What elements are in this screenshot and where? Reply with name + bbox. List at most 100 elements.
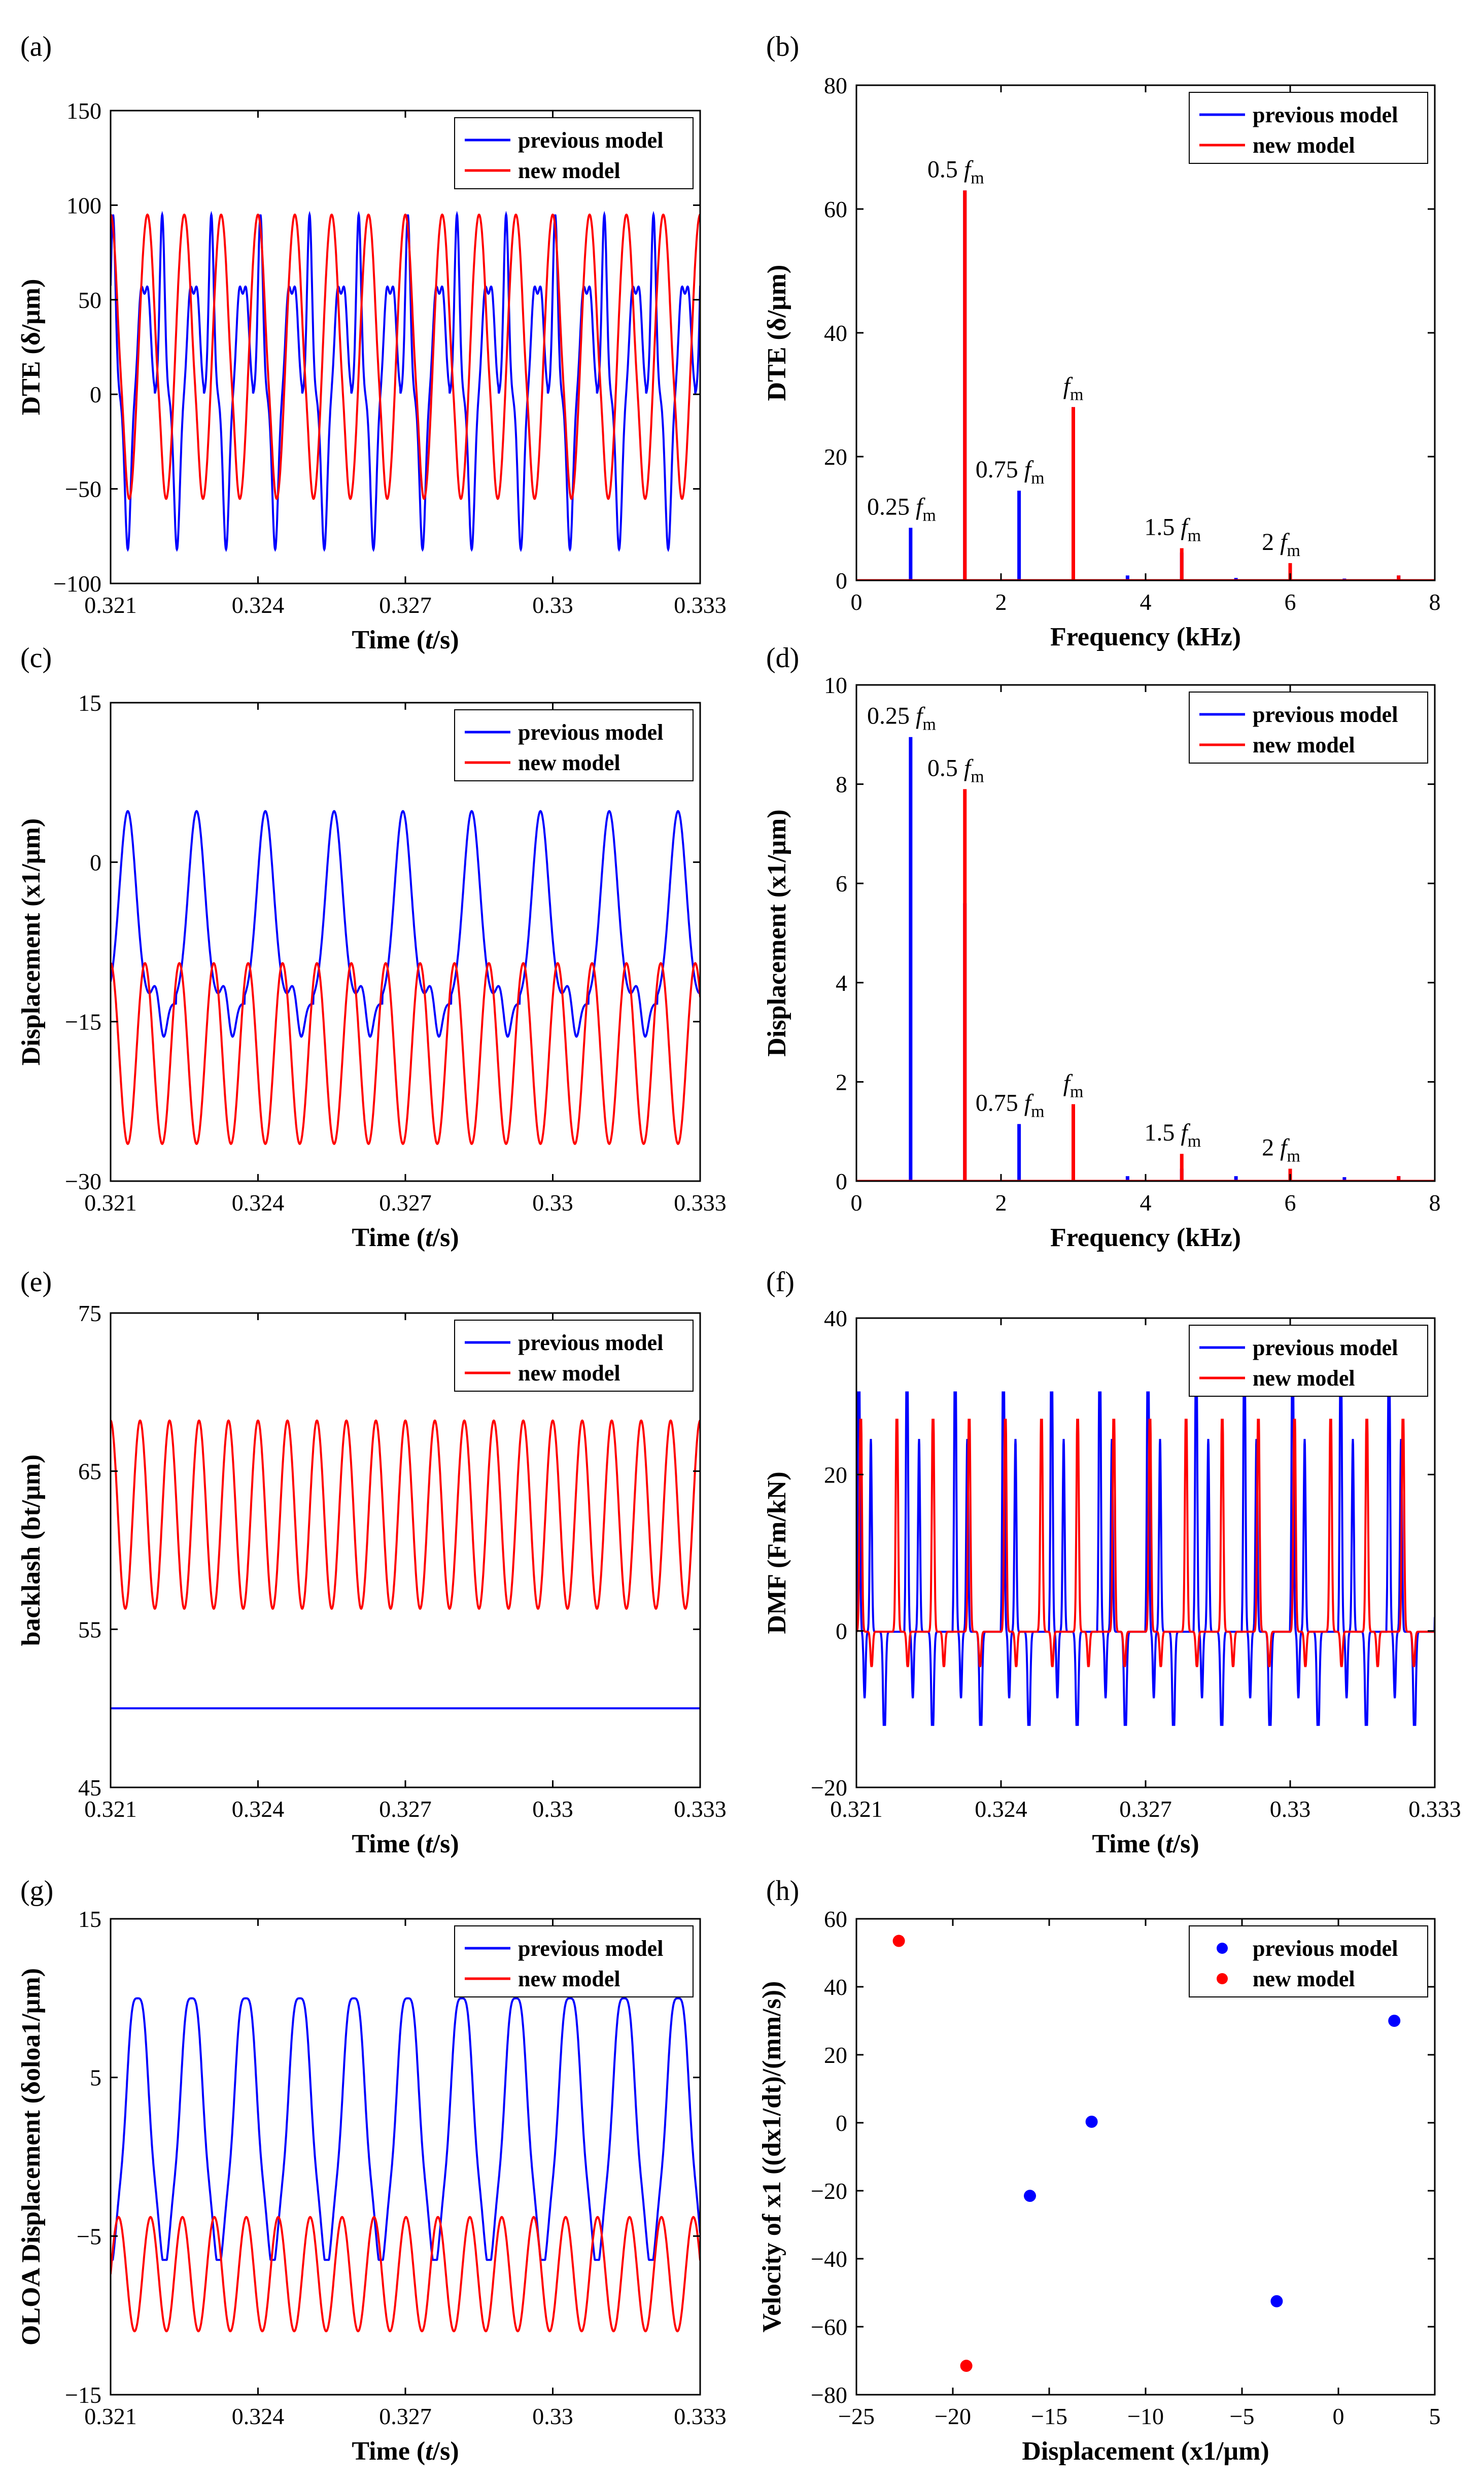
scatter-point xyxy=(960,2360,973,2372)
panel-label: (g) xyxy=(20,1875,53,1907)
x-tick-label: 2 xyxy=(995,1190,1007,1216)
x-tick-label: 5 xyxy=(1429,2403,1441,2429)
x-label-part: /s) xyxy=(432,1830,459,1858)
y-tick-label: 4 xyxy=(836,970,847,996)
x-tick-label: 8 xyxy=(1429,1190,1441,1216)
annotation-sub: m xyxy=(922,506,936,525)
series-line-new-model xyxy=(111,962,700,1145)
y-axis-label: DTE (δ/μm) xyxy=(763,265,791,401)
legend: previous model new model xyxy=(1189,1325,1428,1397)
panel-label: (c) xyxy=(20,642,52,674)
legend-box xyxy=(454,117,694,189)
x-tick-label: 8 xyxy=(1429,589,1441,615)
annotation-coef: 1.5 xyxy=(1144,1119,1181,1146)
legend: previous model new model xyxy=(1189,92,1428,164)
annotation-sub: m xyxy=(1031,469,1044,488)
panel-d: (d) 0.25 fm 0.5 fm 0.75 fm fm 1.5 fm 2 fm 0 2 4 6 8… xyxy=(763,642,1441,1252)
x-axis-label: Time (t/s) xyxy=(352,2437,459,2466)
legend-label: previous model xyxy=(1253,1335,1398,1360)
x-tick-label: 0.327 xyxy=(379,2403,432,2429)
data-layer xyxy=(111,1419,700,1710)
series-line-new-model xyxy=(856,1419,1435,1667)
data-layer xyxy=(111,810,700,1145)
data-layer xyxy=(111,1997,700,2332)
x-label-var: t xyxy=(425,1830,433,1858)
y-tick-label: 0 xyxy=(836,568,847,594)
series-line-previous-model xyxy=(856,1391,1435,1726)
x-tick-label: 0.327 xyxy=(379,1190,432,1216)
annotation-coef: 2 xyxy=(1262,529,1280,556)
x-tick-label: 0.324 xyxy=(232,592,285,618)
x-tick-label: −20 xyxy=(935,2403,971,2429)
legend-label: new model xyxy=(518,750,620,775)
legend: previous model new model xyxy=(1189,1925,1428,1997)
x-tick-label: 0 xyxy=(851,1190,862,1216)
annotation-coef: 0.5 xyxy=(927,156,964,183)
y-tick-label: 20 xyxy=(824,1462,847,1488)
y-tick-label: −50 xyxy=(65,476,101,502)
legend: previous model new model xyxy=(454,1320,694,1392)
panel-h: (h) −25 −20 −15 −10 −5 0 5 −80 −60 −40 −20 0 20 40 60 Di… xyxy=(757,1875,1441,2466)
x-tick-label: 0.324 xyxy=(232,2403,285,2429)
legend-box xyxy=(454,1925,694,1997)
legend-box xyxy=(454,1320,694,1392)
x-tick-label: 0.321 xyxy=(84,1796,137,1822)
x-axis-label: Frequency (kHz) xyxy=(1050,623,1241,651)
peak-annotation: 0.5 fm xyxy=(927,156,984,187)
peak-annotation: 2 fm xyxy=(1262,1134,1300,1166)
y-tick-label: 5 xyxy=(90,2065,101,2091)
x-tick-label: 0.333 xyxy=(674,2403,727,2429)
x-tick-label: 0.327 xyxy=(379,592,432,618)
y-tick-label: 15 xyxy=(78,1906,101,1932)
x-tick-label: 0.33 xyxy=(532,2403,573,2429)
y-tick-label: 150 xyxy=(66,98,101,124)
y-axis-label: DTE (δ/μm) xyxy=(17,279,46,416)
panel-b: (b) 0.25 fm 0.5 fm 0.75 fm fm 1.5 fm 2 fm 0 2 4 6 8… xyxy=(763,31,1441,651)
series-line-new-model xyxy=(111,1419,700,1610)
data-layer xyxy=(111,211,700,553)
panel-label: (b) xyxy=(766,31,799,62)
legend-label: new model xyxy=(518,158,620,183)
x-tick-label: 0.333 xyxy=(674,592,727,618)
x-tick-label: 0.321 xyxy=(84,1190,137,1216)
peak-annotation: 0.75 fm xyxy=(976,456,1045,488)
legend-box xyxy=(454,709,694,781)
annotation-coef: 0.25 xyxy=(867,493,916,520)
x-tick-label: 0.324 xyxy=(975,1796,1027,1822)
y-axis-label: backlash (bt/μm) xyxy=(17,1455,46,1646)
x-tick-label: 0.33 xyxy=(1270,1796,1311,1822)
x-axis-label: Time (t/s) xyxy=(1092,1830,1199,1858)
legend-label: previous model xyxy=(1253,702,1398,727)
x-label-part: /s) xyxy=(432,1223,459,1252)
annotation-sub: m xyxy=(1031,1102,1044,1121)
y-tick-label: −15 xyxy=(65,2382,101,2408)
data-layer xyxy=(892,1935,1401,2372)
data-layer xyxy=(856,737,1435,1181)
series-line-previous-model xyxy=(111,211,700,553)
y-axis-label: Displacement (x1/μm) xyxy=(17,818,46,1065)
x-tick-label: 0.33 xyxy=(532,1190,573,1216)
annotation-sub: m xyxy=(1287,1147,1300,1166)
x-tick-label: 0.333 xyxy=(674,1190,727,1216)
legend-marker xyxy=(1217,1973,1228,1984)
legend-label: new model xyxy=(518,1361,620,1386)
x-tick-label: 4 xyxy=(1140,1190,1152,1216)
y-tick-label: 0 xyxy=(90,382,101,407)
x-label-part: Time ( xyxy=(352,2437,425,2466)
panel-label: (a) xyxy=(20,31,52,62)
x-tick-label: −15 xyxy=(1031,2403,1067,2429)
x-axis-label: Time (t/s) xyxy=(352,626,459,654)
annotation-sub: m xyxy=(1070,1082,1083,1101)
y-tick-label: 20 xyxy=(824,2042,847,2068)
x-label-var: t xyxy=(1165,1830,1174,1858)
x-tick-label: 0.321 xyxy=(830,1796,883,1822)
annotation-sub: m xyxy=(1287,541,1300,560)
legend-label: previous model xyxy=(518,1936,663,1961)
x-tick-label: 0 xyxy=(851,589,862,615)
panel-label: (d) xyxy=(766,642,799,674)
x-tick-label: −5 xyxy=(1230,2403,1255,2429)
x-tick-label: 0.321 xyxy=(84,592,137,618)
legend-label: new model xyxy=(1253,133,1355,158)
annotation-coef: 2 xyxy=(1262,1134,1280,1161)
